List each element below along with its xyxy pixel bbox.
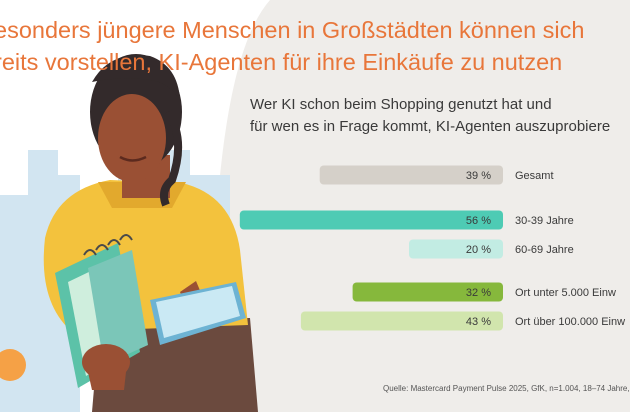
chart-title: Wer KI schon beim Shopping genutzt hat u…: [250, 94, 630, 138]
bar: [409, 239, 503, 259]
bar: [319, 165, 503, 185]
category-label: Ort über 100.000 Einw: [515, 316, 625, 328]
title-line-1: esonders jüngere Menschen in Großstädten…: [0, 17, 585, 43]
category-label: 60-69 Jahre: [515, 244, 574, 256]
chart-panel: [211, 0, 630, 412]
page-title: esonders jüngere Menschen in Großstädten…: [0, 14, 630, 78]
category-label: 30-39 Jahre: [515, 215, 574, 227]
bar-value-label: 43 %: [466, 316, 491, 328]
category-label: Gesamt: [515, 170, 554, 182]
woman-figure: [43, 54, 258, 412]
bar-value-label: 56 %: [466, 215, 491, 227]
title-line-2: reits vorstellen, KI-Agenten für ihre Ei…: [0, 49, 563, 75]
decorative-dot: [0, 349, 26, 381]
bar: [239, 210, 504, 230]
bar-value-label: 20 %: [466, 244, 491, 256]
chart-title-line-1: Wer KI schon beim Shopping genutzt hat u…: [250, 96, 552, 113]
chart-title-line-2: für wen es in Frage kommt, KI-Agenten au…: [250, 118, 611, 135]
bar-value-label: 32 %: [466, 287, 491, 299]
bar-value-label: 39 %: [466, 170, 491, 182]
source-note: Quelle: Mastercard Payment Pulse 2025, G…: [383, 384, 630, 393]
bar: [300, 311, 503, 331]
category-label: Ort unter 5.000 Einw: [515, 287, 616, 299]
bar: [352, 282, 503, 302]
